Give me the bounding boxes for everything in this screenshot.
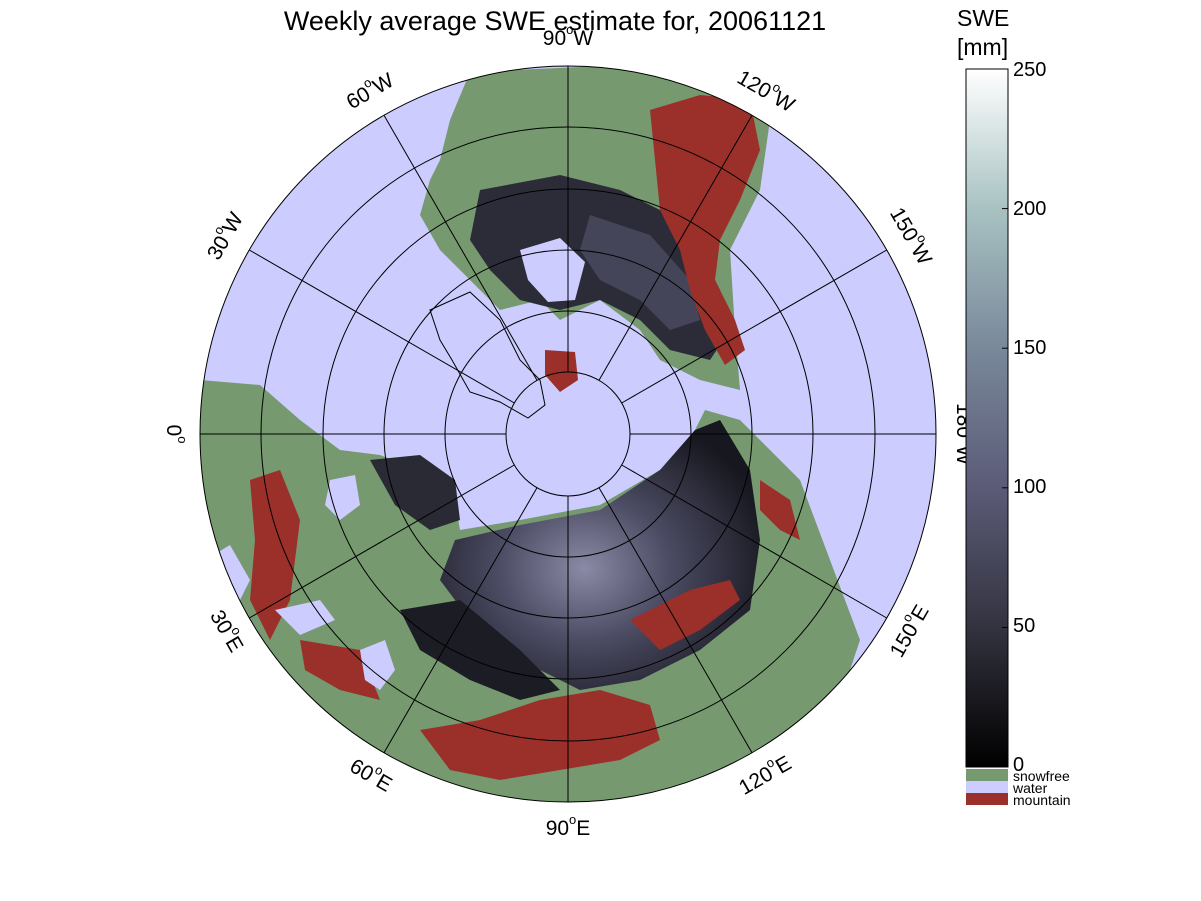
himalaya-mountains [420, 690, 660, 780]
longitude-label-60w: 60oW [340, 65, 397, 114]
scandinavia-snowcover [370, 455, 460, 530]
longitude-label-30e: 30oE [206, 604, 252, 656]
longitude-label-90e: 90oE [546, 812, 591, 839]
category-label-snowfree: snowfree [1013, 768, 1070, 784]
category-swatch-water [966, 781, 1008, 793]
colorbar-gradient [965, 68, 1009, 768]
colorbar-title-line2: [mm] [957, 34, 1009, 60]
caspian-sea [360, 640, 395, 690]
category-label-mountain: mountain [1013, 792, 1071, 808]
black-sea [275, 600, 335, 635]
meridian-line [249, 249, 515, 404]
longitude-label-120w: 120oW [733, 62, 800, 117]
meridian-lines [200, 66, 936, 802]
meridian-line [621, 464, 887, 619]
meridian-line [383, 115, 538, 381]
colorbar-tick-label: 50 [1013, 615, 1036, 637]
category-swatch-snowfree [966, 769, 1008, 781]
colorbar-tick-label: 150 [1013, 337, 1047, 359]
longitude-label-90w: 90oW [543, 22, 594, 49]
category-swatch-mountain [966, 793, 1008, 805]
colorbar [965, 68, 1009, 805]
meridian-line [598, 487, 753, 753]
central-asia-mountains [630, 580, 740, 650]
meridian-line [621, 249, 887, 404]
map-boundary [199, 65, 937, 803]
colorbar-tick-label: 250 [1013, 59, 1047, 81]
colorbar-tick-label: 0 [1013, 754, 1025, 776]
alps-mountains [250, 470, 300, 640]
map-title: Weekly average SWE estimate for, 2006112… [283, 6, 827, 36]
colorbar-tick-label: 200 [1013, 198, 1047, 220]
greenland [429, 291, 546, 419]
longitude-label-60e: 60oE [346, 751, 398, 797]
siberia-dark-fringe [400, 600, 560, 700]
longitude-label-0: 0o [162, 425, 189, 444]
map-content [200, 66, 936, 802]
baltic-sea [325, 475, 360, 520]
colorbar-title-line1: SWE [957, 5, 1010, 31]
meridian-line [383, 487, 538, 753]
greenland-mountain [545, 350, 578, 392]
meridian-line [249, 464, 515, 619]
north-america-snowcover-light [580, 215, 700, 330]
rocky-mountains [650, 95, 760, 365]
longitude-label-150w: 150oW [885, 201, 940, 268]
colorbar-title: SWE [mm] [957, 4, 1009, 62]
colorbar-tick-marks [1002, 68, 1008, 768]
hudson-bay [520, 238, 585, 302]
colorbar-tick-label: 100 [1013, 476, 1047, 498]
meridian-line [598, 115, 753, 381]
category-label-water: water [1013, 780, 1048, 796]
east-asia-mountains [760, 480, 800, 540]
caucasus-mountains [300, 640, 380, 700]
longitude-label-30w: 30oW [199, 206, 248, 263]
